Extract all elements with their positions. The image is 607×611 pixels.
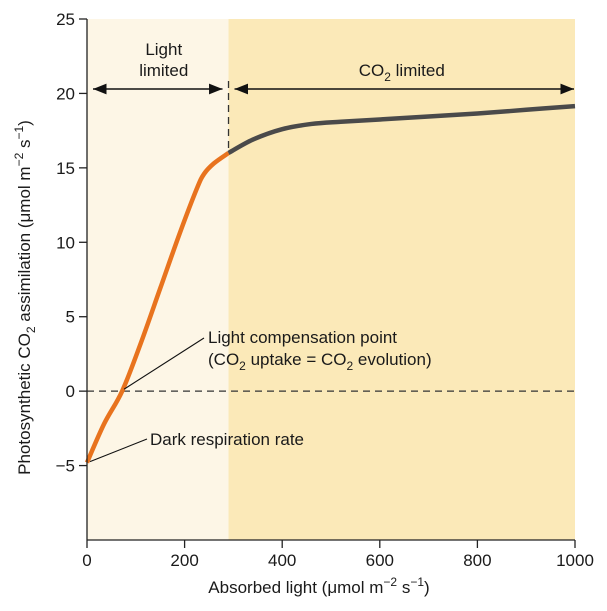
compensation-label-line1: Light compensation point: [208, 328, 397, 347]
light-limited-curve: [84, 151, 230, 464]
compensation-label-line2: (CO2 uptake = CO2 evolution): [208, 350, 432, 373]
axis-labels: Absorbed light (μmol m−2 s−1) Photosynthe…: [12, 120, 430, 597]
y-tick-label: −5: [56, 457, 75, 476]
light-limited-label-line2: limited: [139, 61, 188, 80]
x-axis-title: Absorbed light (μmol m−2 s−1): [208, 575, 429, 597]
reference-lines: [87, 80, 575, 392]
co2-limited-curve: [227, 103, 576, 155]
y-tick-label: 15: [56, 159, 75, 178]
light-limited-label-line1: Light: [145, 40, 182, 59]
x-tick-label: 400: [268, 551, 296, 570]
y-tick-label: 5: [66, 308, 75, 327]
dark-respiration-label: Dark respiration rate: [150, 430, 304, 449]
region-arrows: Light limited CO2 limited: [93, 40, 574, 95]
y-tick-label: 10: [56, 233, 75, 252]
dark-respiration-leader-line: [89, 438, 148, 463]
region-backgrounds: [87, 19, 575, 540]
x-tick-label: 1000: [556, 551, 594, 570]
y-tick-label: 0: [66, 382, 75, 401]
y-tick-label: 25: [56, 10, 75, 29]
x-tick-label: 800: [463, 551, 491, 570]
compensation-leader-line: [123, 337, 205, 390]
data-series: [84, 103, 576, 464]
y-axis-title: Photosynthetic CO2 assimilation (μmol m−…: [12, 120, 38, 475]
light-limited-region: [87, 19, 229, 540]
y-tick-label: 20: [56, 84, 75, 103]
annotations: Light compensation point (CO2 uptake = CO…: [89, 328, 432, 463]
x-tick-label: 200: [170, 551, 198, 570]
x-tick-label: 600: [366, 551, 394, 570]
axes: −5 0 5 10 15 20 25 0 200 400 600 800 1000: [56, 10, 594, 570]
co2-limited-region: [228, 19, 575, 540]
co2-limited-label: CO2 limited: [359, 61, 445, 84]
x-tick-label: 0: [82, 551, 91, 570]
